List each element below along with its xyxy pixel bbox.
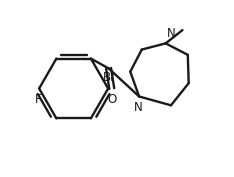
Text: Br: Br <box>103 71 117 84</box>
Text: F: F <box>35 93 42 106</box>
Text: O: O <box>107 93 116 106</box>
Text: N: N <box>134 101 143 114</box>
Text: N: N <box>167 27 175 40</box>
